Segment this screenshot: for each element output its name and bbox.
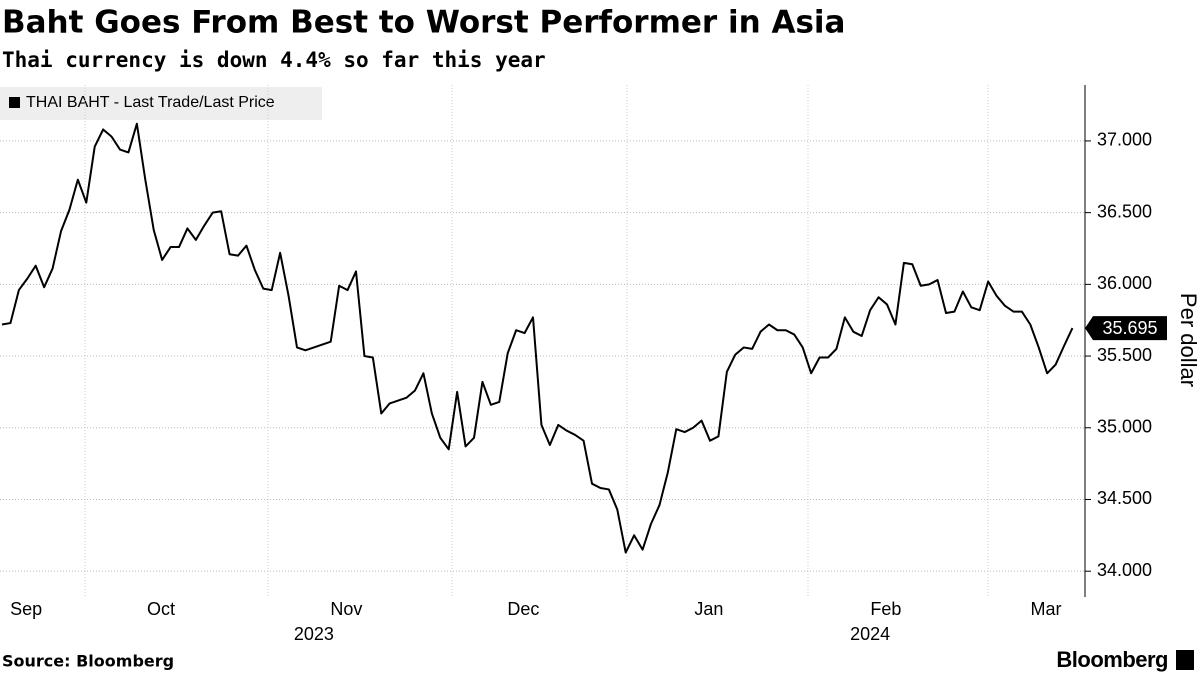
brand: Bloomberg bbox=[1056, 647, 1168, 672]
y-tick-label: 35.000 bbox=[1097, 417, 1152, 437]
x-tick-label: Mar bbox=[1031, 599, 1062, 619]
chart-subtitle: Thai currency is down 4.4% so far this y… bbox=[2, 48, 546, 72]
y-tick-label: 34.500 bbox=[1097, 488, 1152, 508]
x-tick-label: Nov bbox=[330, 599, 362, 619]
last-value-box bbox=[1085, 316, 1167, 341]
y-tick-label: 36.500 bbox=[1097, 201, 1152, 221]
x-tick-label: Dec bbox=[507, 599, 539, 619]
legend-label: THAI BAHT - Last Trade/Last Price bbox=[26, 94, 275, 111]
x-tick-label: Feb bbox=[870, 599, 901, 619]
x-year-label: 2024 bbox=[850, 624, 890, 644]
y-tick-label: 37.000 bbox=[1097, 130, 1152, 150]
y-axis-label: Per dollar bbox=[1176, 293, 1200, 387]
line-series bbox=[1, 122, 1074, 554]
x-year-label: 2023 bbox=[294, 624, 334, 644]
x-tick-label: Sep bbox=[10, 599, 42, 619]
y-tick-label: 35.500 bbox=[1097, 345, 1152, 365]
y-tick-label: 34.000 bbox=[1097, 560, 1152, 580]
chart-title: Baht Goes From Best to Worst Performer i… bbox=[2, 5, 845, 41]
brand-icon bbox=[1176, 650, 1194, 670]
last-value-label: 35.695 bbox=[1102, 318, 1157, 338]
x-tick-label: Jan bbox=[694, 599, 723, 619]
legend-swatch bbox=[9, 97, 20, 108]
y-tick-label: 36.000 bbox=[1097, 273, 1152, 293]
source: Source: Bloomberg bbox=[2, 652, 174, 671]
x-tick-label: Oct bbox=[147, 599, 175, 619]
